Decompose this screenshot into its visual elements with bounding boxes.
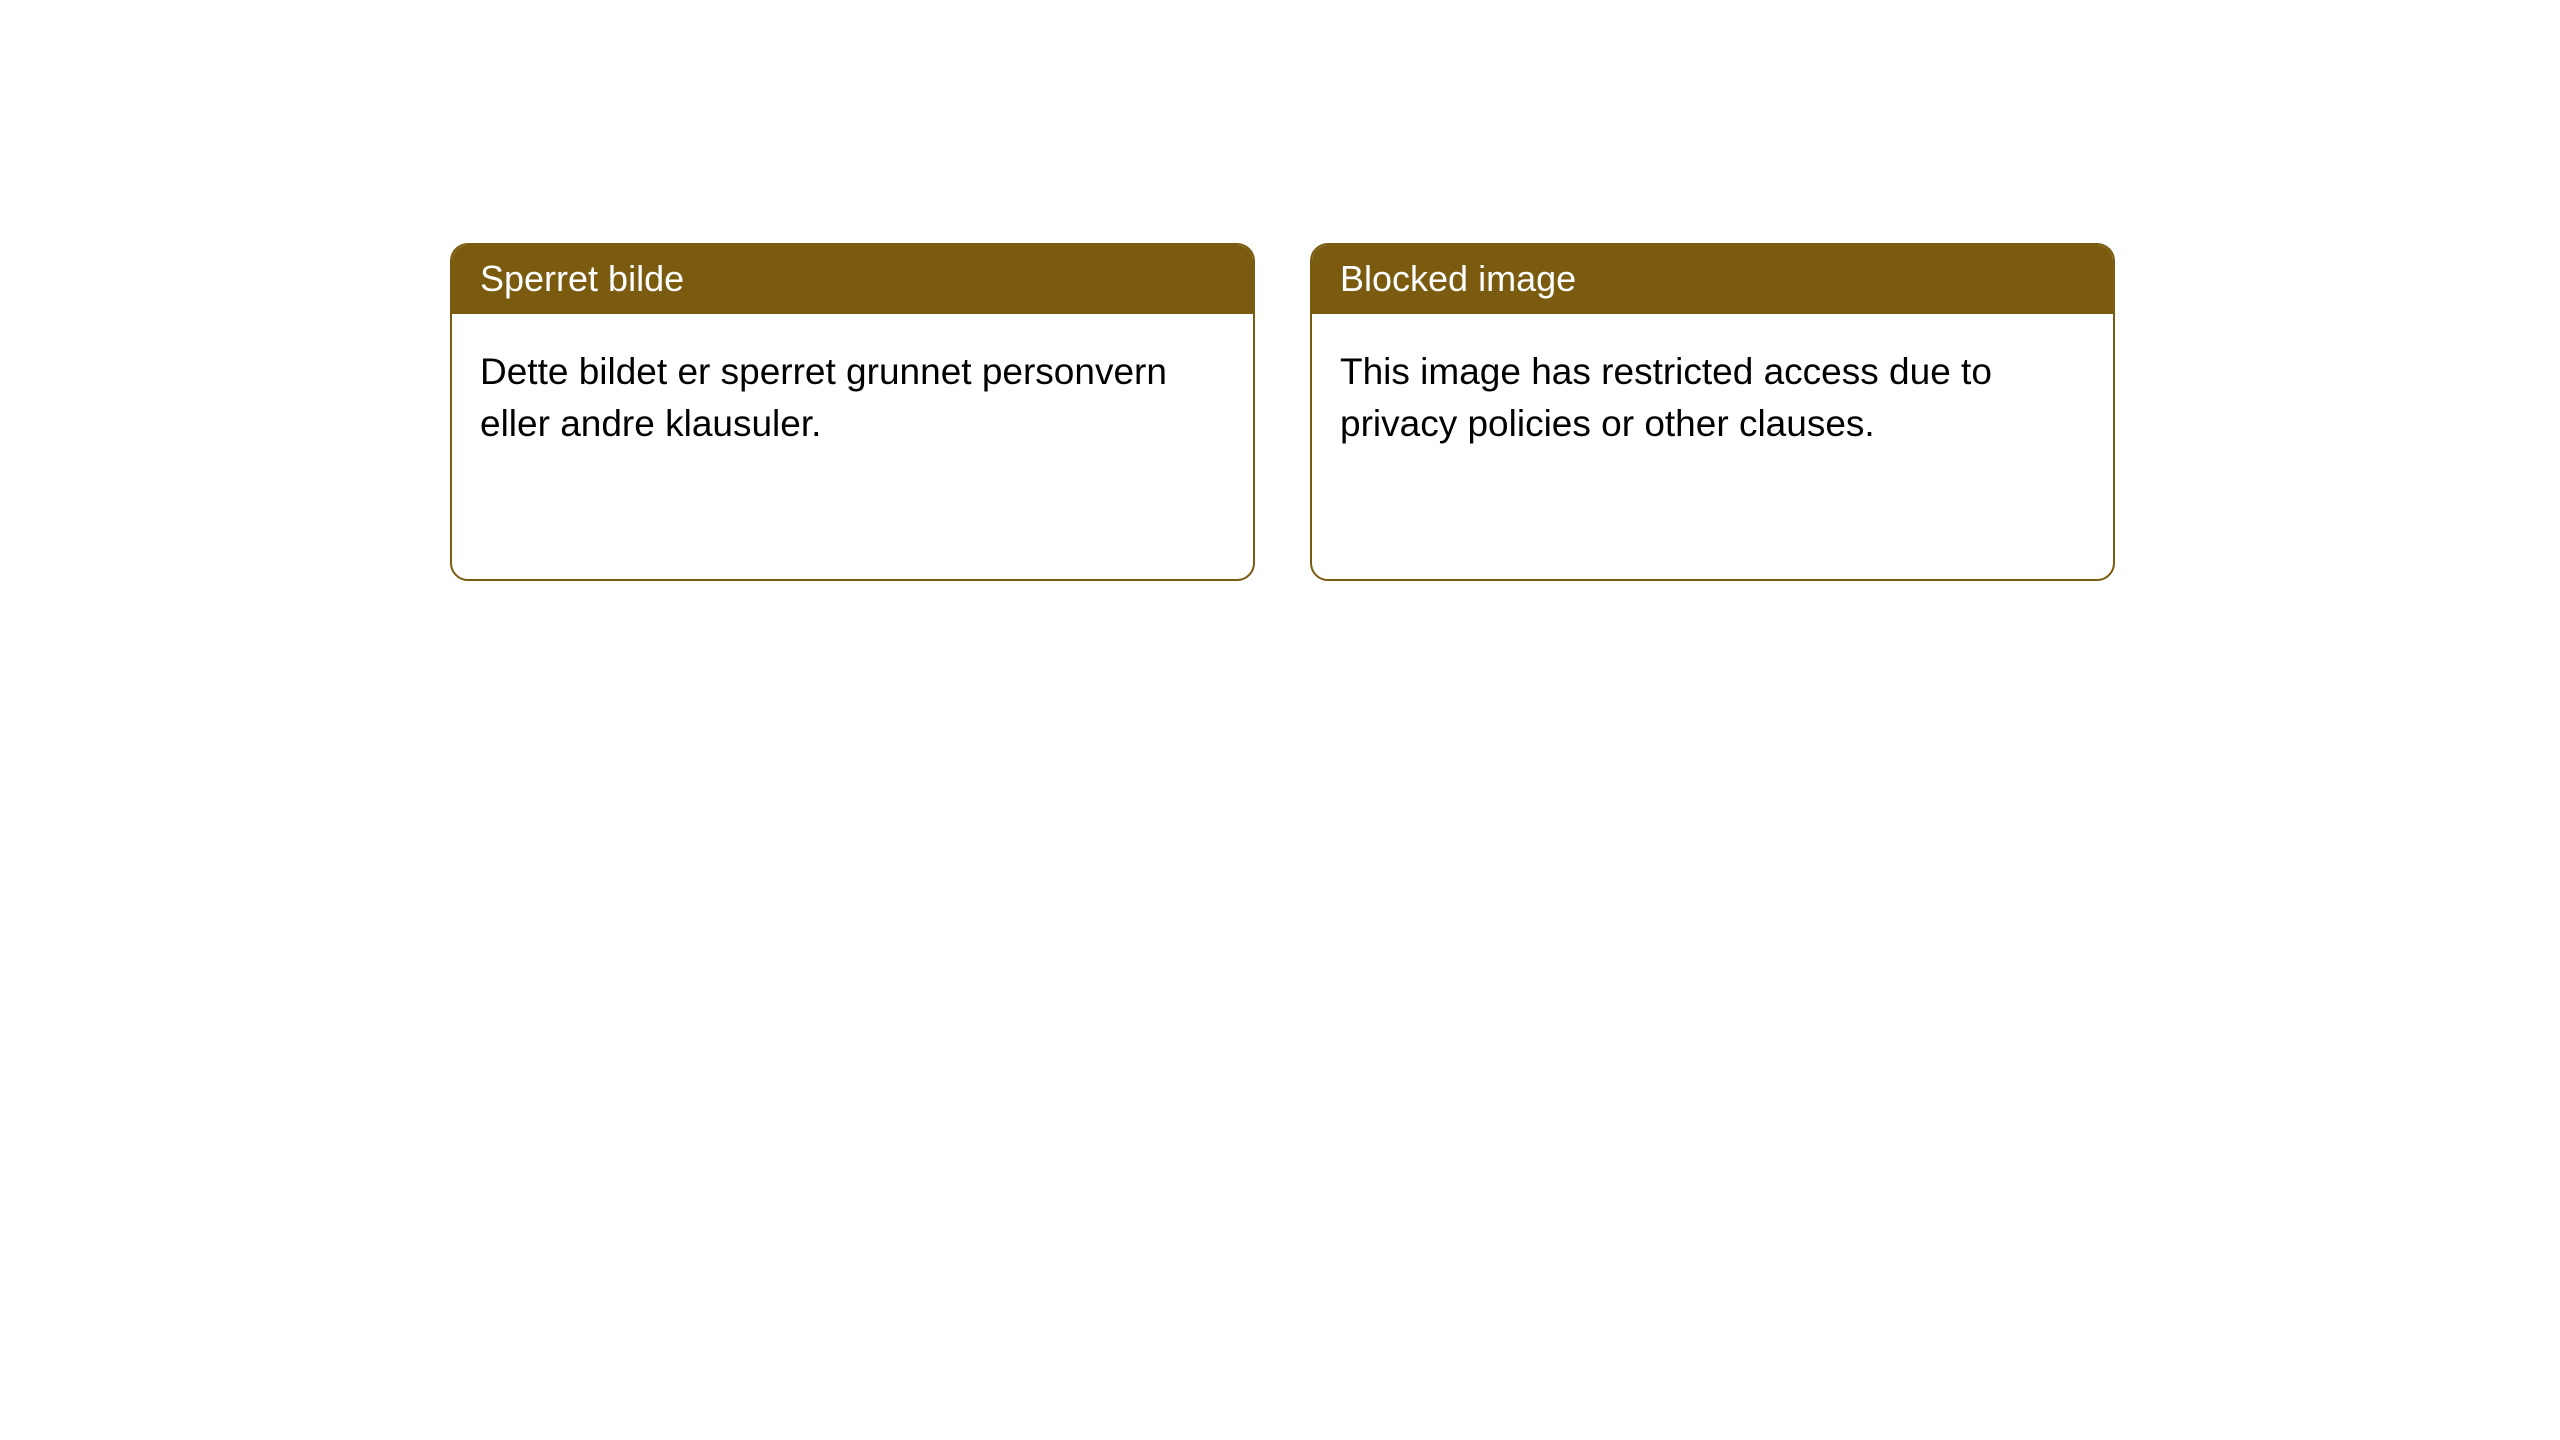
card-body-norwegian: Dette bildet er sperret grunnet personve… [452, 314, 1253, 482]
card-body-english: This image has restricted access due to … [1312, 314, 2113, 482]
cards-container: Sperret bilde Dette bildet er sperret gr… [450, 243, 2560, 581]
card-norwegian: Sperret bilde Dette bildet er sperret gr… [450, 243, 1255, 581]
card-english: Blocked image This image has restricted … [1310, 243, 2115, 581]
card-header-norwegian: Sperret bilde [452, 245, 1253, 314]
card-header-english: Blocked image [1312, 245, 2113, 314]
